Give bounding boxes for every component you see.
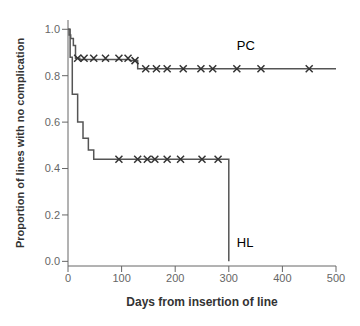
svg-text:100: 100	[112, 272, 130, 284]
svg-text:0.6: 0.6	[45, 116, 60, 128]
svg-text:0.4: 0.4	[45, 162, 60, 174]
svg-text:300: 300	[220, 272, 238, 284]
svg-text:0: 0	[65, 272, 71, 284]
svg-text:0.2: 0.2	[45, 209, 60, 221]
svg-text:200: 200	[166, 272, 184, 284]
svg-text:Proportion of lines with no co: Proportion of lines with no complication	[14, 38, 26, 249]
svg-text:Days from insertion of line: Days from insertion of line	[126, 295, 278, 309]
svg-text:400: 400	[273, 272, 291, 284]
svg-text:500: 500	[327, 272, 345, 284]
svg-text:0.0: 0.0	[45, 255, 60, 267]
svg-text:HL: HL	[237, 235, 254, 250]
svg-text:0.8: 0.8	[45, 70, 60, 82]
svg-text:PC: PC	[237, 38, 255, 53]
svg-text:1.0: 1.0	[45, 23, 60, 35]
